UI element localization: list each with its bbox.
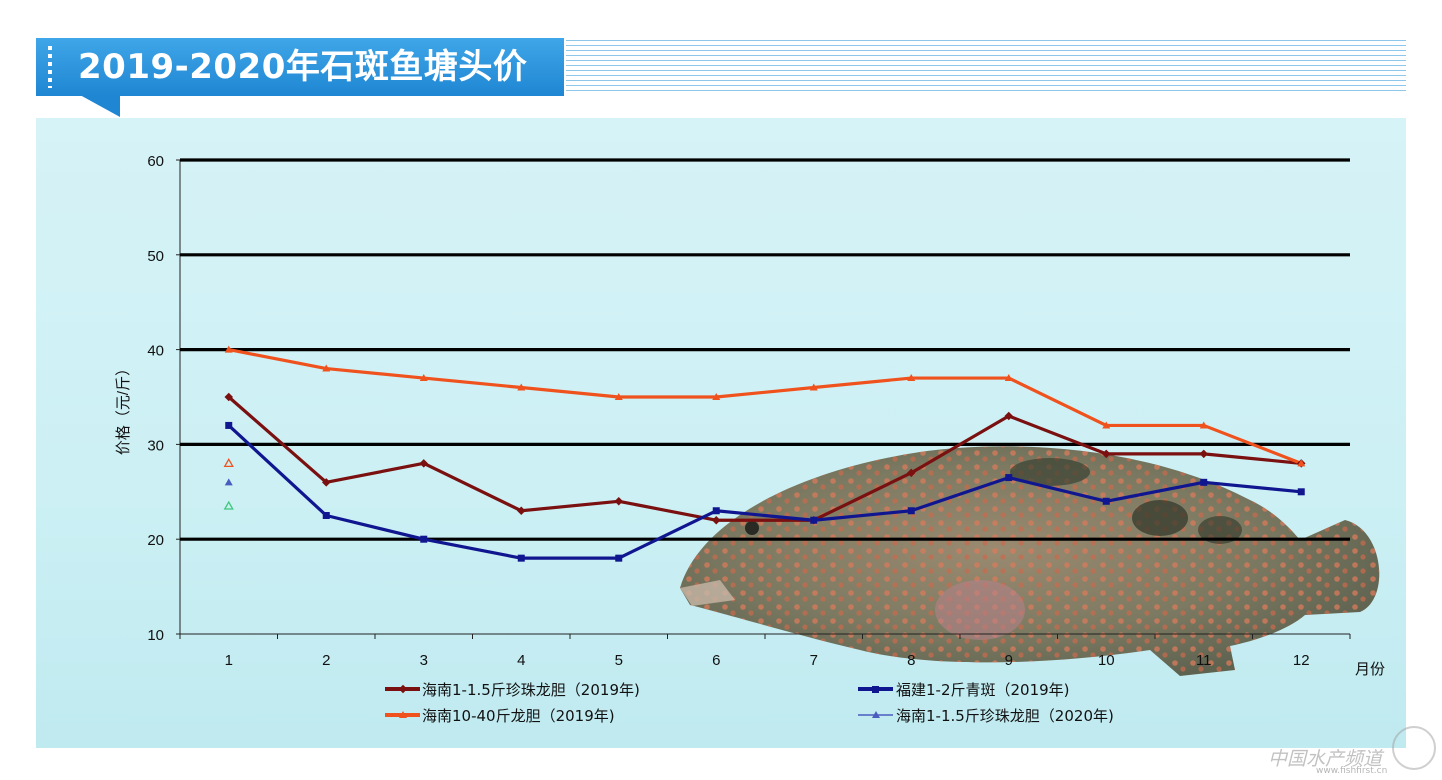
data-point <box>517 383 526 391</box>
y-tick-label: 40 <box>147 343 164 360</box>
y-tick-label: 20 <box>147 532 164 549</box>
data-point <box>907 374 916 382</box>
watermark: 中国水产频道 <box>1268 748 1383 770</box>
data-point <box>420 535 428 543</box>
globe-logo-icon <box>1392 726 1436 770</box>
data-point <box>712 515 721 525</box>
y-tick-label: 60 <box>147 153 164 170</box>
data-point <box>1005 474 1013 482</box>
data-point <box>322 512 330 519</box>
legend-label: 海南1-1.5斤珍珠龙胆（2020年) <box>896 707 1114 725</box>
data-point <box>712 393 721 400</box>
x-tick-label: 10 <box>1098 652 1115 669</box>
data-point <box>810 516 818 524</box>
data-point <box>322 364 331 372</box>
legend-item: 海南10-40斤龙胆（2019年) <box>385 707 615 725</box>
y-tick-label: 30 <box>147 437 164 454</box>
x-tick-label: 1 <box>225 652 233 669</box>
data-point <box>1297 488 1305 496</box>
legend-item: 海南1-1.5斤珍珠龙胆（2019年) <box>385 681 640 699</box>
x-tick-label: 9 <box>1005 652 1013 669</box>
x-tick-label: 8 <box>907 652 915 669</box>
data-point <box>1004 374 1013 382</box>
title-banner-tail <box>80 95 120 117</box>
chart-legend: 海南1-1.5斤珍珠龙胆（2019年) 福建1-2斤青斑（2019年) 海南10… <box>385 681 1114 725</box>
legend-item: 海南1-1.5斤珍珠龙胆（2020年) <box>858 707 1114 725</box>
legend-label: 海南10-40斤龙胆（2019年) <box>422 707 615 725</box>
title-banner <box>36 38 564 96</box>
watermark-url: www.fishfirst.cn <box>1316 766 1388 776</box>
x-tick-label: 7 <box>810 652 818 669</box>
data-point <box>614 497 623 506</box>
data-point <box>712 507 720 515</box>
data-point <box>907 507 915 515</box>
data-point <box>615 554 623 562</box>
data-point <box>1102 449 1111 459</box>
data-point <box>1297 459 1306 467</box>
data-point <box>907 468 916 478</box>
x-axis-label: 月份 <box>1355 661 1385 678</box>
series-line <box>227 395 1302 522</box>
series-line <box>227 424 1302 560</box>
data-point <box>517 506 526 516</box>
y-tick-label: 10 <box>147 627 164 644</box>
x-tick-label: 4 <box>517 652 525 669</box>
data-point <box>1199 449 1208 459</box>
header-stripes-decoration <box>566 40 1406 92</box>
y-tick-label: 50 <box>147 248 164 265</box>
data-point <box>419 374 428 382</box>
y-axis-label: 价格（元/斤） <box>115 361 132 455</box>
data-point <box>419 459 428 468</box>
legend-item: 福建1-2斤青斑（2019年) <box>858 681 1070 699</box>
data-point <box>1199 421 1208 429</box>
data-point <box>1102 497 1110 505</box>
data-point <box>223 500 234 510</box>
data-point <box>614 393 623 400</box>
series-line <box>228 348 1302 465</box>
data-point <box>517 554 525 562</box>
x-tick-label: 6 <box>712 652 720 669</box>
data-point <box>1004 411 1013 421</box>
x-tick-label: 2 <box>322 652 330 669</box>
data-point <box>225 421 233 429</box>
legend-label: 海南1-1.5斤珍珠龙胆（2019年) <box>422 681 640 699</box>
chart-title: 2019-2020年石斑鱼塘头价 <box>78 47 528 87</box>
data-point <box>1102 421 1111 429</box>
grouper-fish-image <box>680 446 1380 676</box>
x-tick-label: 12 <box>1293 652 1310 669</box>
legend-label: 福建1-2斤青斑（2019年) <box>896 681 1070 699</box>
x-tick-label: 5 <box>615 652 623 669</box>
x-tick-label: 3 <box>420 652 428 669</box>
data-point <box>223 458 234 468</box>
data-point <box>224 392 233 402</box>
title-dots-decoration <box>48 46 52 88</box>
x-tick-label: 11 <box>1196 652 1212 669</box>
data-point <box>1200 478 1208 486</box>
data-point <box>224 345 233 353</box>
data-point <box>322 478 331 487</box>
data-point <box>224 478 233 486</box>
data-point <box>809 383 818 391</box>
